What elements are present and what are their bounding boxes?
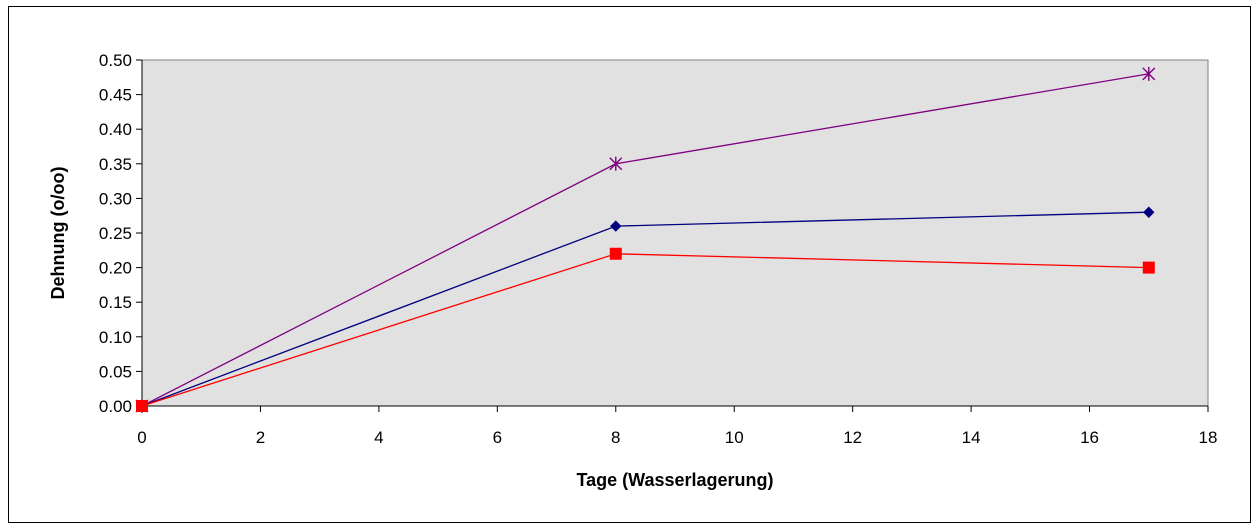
y-axis-title: Dehnung (o/oo) (48, 167, 68, 300)
y-tick-label: 0.45 (99, 86, 132, 105)
y-tick-label: 0.10 (99, 328, 132, 347)
y-tick-label: 0.15 (99, 293, 132, 312)
x-tick-label: 0 (137, 428, 146, 447)
series-2-point (1142, 261, 1155, 274)
x-tick-label: 10 (725, 428, 744, 447)
x-tick-label: 8 (611, 428, 620, 447)
x-axis-title: Tage (Wasserlagerung) (576, 470, 773, 490)
y-tick-label: 0.35 (99, 155, 132, 174)
x-tick-label: 6 (493, 428, 502, 447)
x-tick-label: 14 (962, 428, 981, 447)
x-tick-label: 16 (1080, 428, 1099, 447)
y-tick-label: 0.40 (99, 120, 132, 139)
y-tick-label: 0.20 (99, 259, 132, 278)
series-2-point (136, 400, 148, 412)
y-tick-label: 0.25 (99, 224, 132, 243)
axes: 0.00 0.05 0.10 0.15 0.20 0.25 0.30 0.35 0.40 0.45… (99, 51, 1218, 447)
series-0-point (1142, 66, 1156, 81)
x-tick-label: 12 (843, 428, 862, 447)
x-tick-label: 2 (256, 428, 265, 447)
series-1-point (1143, 206, 1155, 218)
y-tick-label: 0.05 (99, 362, 132, 381)
y-tick-label: 0.30 (99, 189, 132, 208)
x-tick-label: 4 (374, 428, 383, 447)
series-0-point (609, 156, 623, 171)
y-tick-label: 0.50 (99, 51, 132, 70)
x-tick-label: 18 (1199, 428, 1218, 447)
series-1-point (610, 220, 622, 232)
series-2-point (609, 247, 622, 260)
y-tick-label: 0.00 (99, 397, 132, 416)
series-layer (135, 66, 1156, 413)
